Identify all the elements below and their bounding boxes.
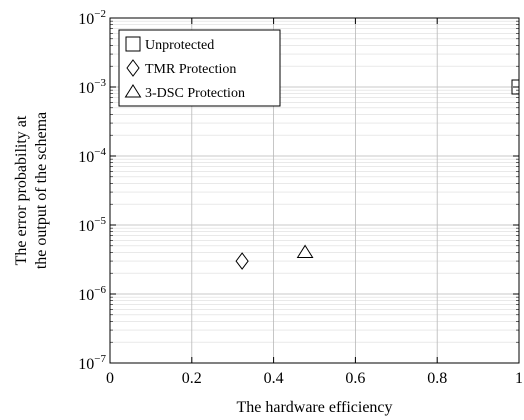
y-tick-label-exponent: −6	[94, 284, 106, 296]
data-points	[235, 79, 519, 270]
y-tick-label: 10−5	[78, 215, 106, 235]
y-tick-label-base: 10	[78, 356, 94, 373]
y-tick-label: 10−3	[78, 77, 106, 97]
x-tick-label: 1	[515, 370, 523, 387]
axis-ticks: 10−710−610−510−410−310−20 0.2 0.4 0.6 0.8 1	[78, 8, 523, 387]
x-axis-label: The hardware efficiency	[236, 399, 392, 416]
legend-entry-label: Unprotected	[145, 38, 214, 53]
x-tick-label: 0.8	[427, 370, 447, 387]
y-tick-label-base: 10	[78, 287, 94, 304]
legend-marker-triangle	[124, 84, 142, 98]
legend-box	[118, 29, 281, 107]
legend-marker-diamond	[126, 59, 140, 77]
legend-entry-label: 3-DSC Protection	[145, 86, 245, 101]
y-tick-label-base: 10	[78, 11, 94, 28]
y-tick-label-exponent: −4	[94, 146, 106, 158]
data-point-triangle	[296, 244, 314, 258]
y-axis-label: The error probability at the output of t…	[13, 112, 50, 269]
y-tick-label: 10−6	[78, 284, 106, 304]
data-point-diamond	[235, 252, 249, 270]
y-axis-label-line-1: The error probability at	[13, 115, 30, 265]
y-tick-label-exponent: −5	[94, 215, 106, 227]
y-axis-label-line-2: the output of the schema	[33, 112, 50, 269]
x-tick-label: 0.2	[182, 370, 202, 387]
x-tick-label: 0.6	[345, 370, 365, 387]
y-tick-label-base: 10	[78, 218, 94, 235]
plot-frame	[109, 17, 520, 364]
legend-marker-square	[125, 36, 141, 52]
y-tick-label-exponent: −3	[94, 77, 106, 89]
y-tick-label-base: 10	[78, 149, 94, 166]
y-tick-label: 10−4	[78, 146, 106, 166]
y-tick-label-exponent: −7	[94, 353, 106, 365]
x-tick-label: 0.4	[264, 370, 284, 387]
y-tick-label-base: 10	[78, 80, 94, 97]
legend-entry-label: TMR Protection	[145, 62, 236, 77]
y-tick-label: 10−2	[78, 8, 106, 28]
x-tick-label: 0	[106, 370, 114, 387]
y-tick-label: 10−7	[78, 353, 106, 373]
y-tick-label-exponent: −2	[94, 8, 106, 20]
legend: Unprotected TMR Protection 3-DSC Protectio…	[118, 29, 281, 107]
